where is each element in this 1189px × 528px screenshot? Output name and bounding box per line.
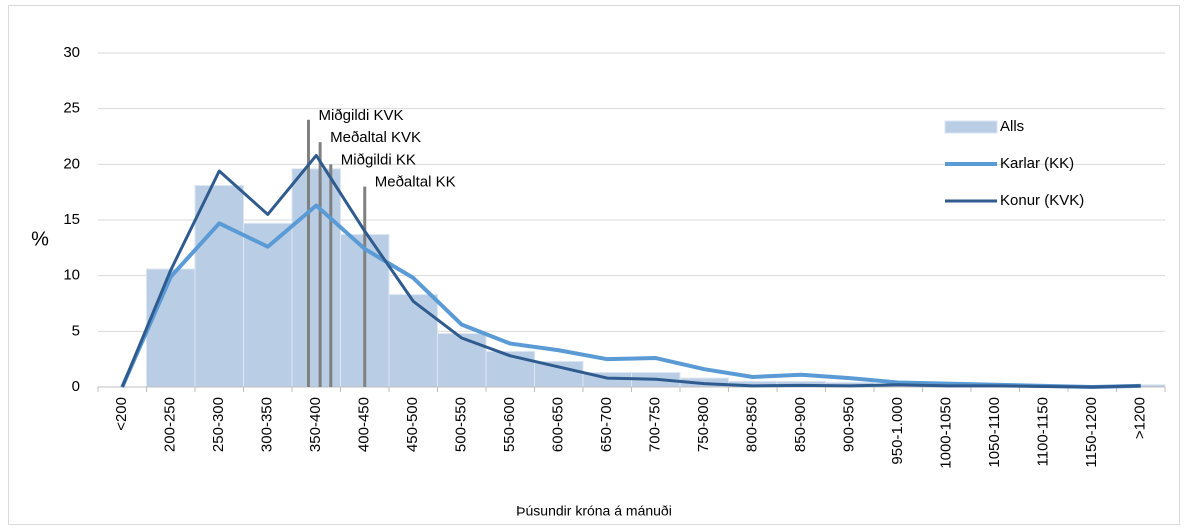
y-tick-label: 20 — [63, 155, 80, 172]
bar — [534, 360, 584, 388]
x-tick-label: 200-250 — [162, 397, 179, 452]
x-tick-label: 850-900 — [792, 397, 809, 452]
annotation-label: Meðaltal KK — [375, 174, 456, 191]
x-tick-label: 300-350 — [259, 397, 276, 452]
x-tick-label: 750-800 — [695, 397, 712, 452]
line-series — [120, 203, 1141, 389]
bar — [291, 168, 341, 388]
x-tick-label: 450-500 — [404, 397, 421, 452]
legend-swatch — [944, 120, 998, 134]
bar — [437, 333, 487, 388]
x-tick-label: 1150-1200 — [1083, 397, 1100, 468]
x-tick-label: 350-400 — [307, 397, 324, 452]
x-tick-label: 250-300 — [210, 397, 227, 452]
y-tick-label: 5 — [72, 322, 80, 339]
x-tick-label: 600-650 — [550, 397, 567, 452]
x-tick-label: 650-700 — [598, 397, 615, 452]
x-tick-label: 1100-1150 — [1035, 397, 1052, 467]
legend-label: Alls — [1000, 118, 1024, 135]
x-tick-label: 1000-1050 — [938, 397, 955, 469]
annotation-label: Miðgildi KVK — [318, 107, 403, 124]
legend-label: Karlar (KK) — [1000, 155, 1074, 172]
x-axis-label: Þúsundir króna á mánuði — [516, 503, 672, 519]
x-tick-label: 800-850 — [744, 397, 761, 452]
x-tick-label: 950-1.000 — [889, 397, 906, 465]
x-tick-label: 700-750 — [647, 397, 664, 452]
y-tick-label: 0 — [72, 378, 80, 395]
y-tick-label: 30 — [63, 44, 80, 61]
y-tick-label: 10 — [63, 267, 80, 284]
x-tick-label: 900-950 — [841, 397, 858, 452]
annotation-label: Miðgildi KK — [341, 151, 416, 168]
x-tick-label: 550-600 — [501, 397, 518, 452]
x-tick-label: 400-450 — [356, 397, 373, 452]
x-tick-label: <200 — [113, 397, 130, 431]
chart-border — [8, 5, 1180, 525]
x-tick-label: 1050-1100 — [986, 397, 1003, 468]
bar — [146, 268, 196, 388]
line-series — [120, 153, 1141, 389]
annotation-label: Meðaltal KVK — [330, 129, 421, 146]
legend-label: Konur (KVK) — [1000, 192, 1084, 209]
y-tick-label: 25 — [63, 100, 80, 117]
y-axis-label: % — [31, 228, 49, 250]
x-tick-label: >1200 — [1132, 397, 1149, 439]
bar — [388, 294, 438, 388]
y-tick-label: 15 — [63, 211, 80, 228]
bar — [194, 184, 244, 388]
x-tick-label: 500-550 — [453, 397, 470, 452]
